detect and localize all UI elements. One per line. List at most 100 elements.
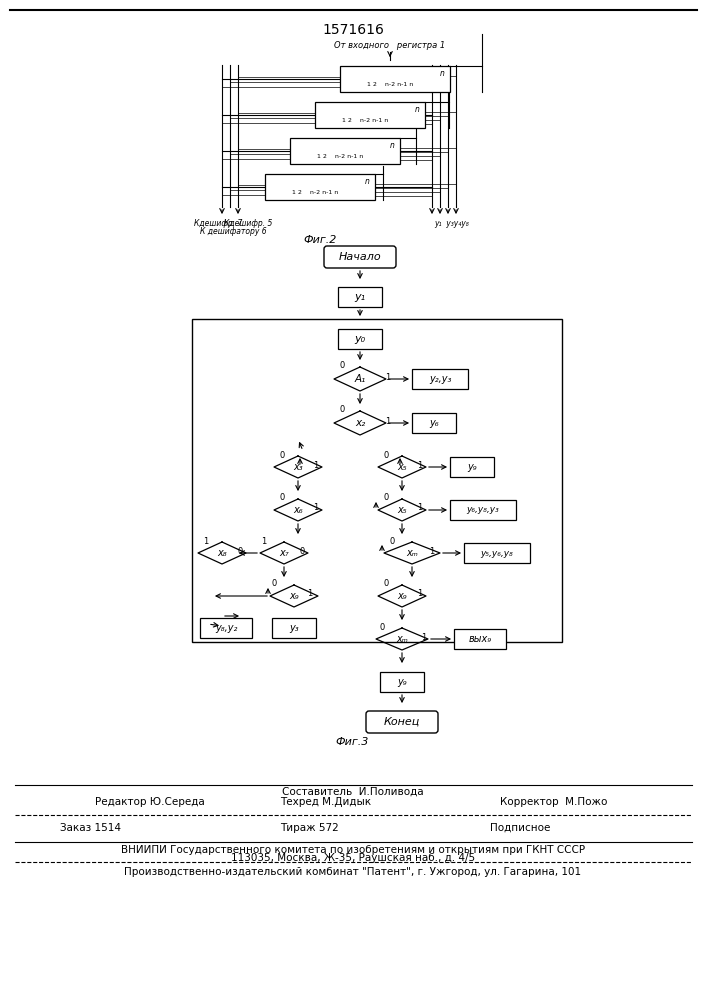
Text: 0: 0 — [339, 406, 344, 414]
Polygon shape — [274, 456, 322, 478]
Polygon shape — [334, 411, 386, 435]
Polygon shape — [384, 542, 440, 564]
Text: 1: 1 — [429, 546, 435, 556]
Bar — [265, 174, 375, 200]
Text: y₅,y₆,y₈: y₅,y₆,y₈ — [481, 548, 513, 558]
Text: 1571616: 1571616 — [322, 23, 384, 37]
Bar — [464, 543, 530, 563]
Text: y₂,y₃: y₂,y₃ — [429, 374, 451, 384]
Text: y₉: y₉ — [467, 462, 477, 472]
Text: 1 2    n-2 n-1 n: 1 2 n-2 n-1 n — [367, 82, 413, 87]
Text: 1 2    n-2 n-1 n: 1 2 n-2 n-1 n — [317, 153, 363, 158]
Polygon shape — [260, 542, 308, 564]
Text: 0: 0 — [279, 450, 285, 460]
Bar — [454, 629, 506, 649]
Text: 0: 0 — [299, 546, 305, 556]
Text: Фиг.3: Фиг.3 — [335, 737, 368, 747]
Polygon shape — [376, 628, 428, 650]
Polygon shape — [378, 456, 426, 478]
Text: y₉: y₉ — [397, 677, 407, 687]
Text: n: n — [390, 140, 395, 149]
Bar — [380, 672, 424, 692]
Text: 0: 0 — [390, 536, 395, 546]
Text: x₅: x₅ — [397, 462, 407, 472]
Text: x₇: x₇ — [279, 548, 289, 558]
Text: y₆: y₆ — [429, 418, 439, 428]
Text: y₁  y₃y₄y₈: y₁ y₃y₄y₈ — [435, 220, 469, 229]
Text: ВНИИПИ Государственного комитета по изобретениям и открытиям при ГКНТ СССР: ВНИИПИ Государственного комитета по изоб… — [121, 845, 585, 855]
Text: Кдешифр. 5: Кдешифр. 5 — [224, 220, 272, 229]
Text: 1: 1 — [417, 589, 423, 598]
Text: y₆,y₈,y₃: y₆,y₈,y₃ — [467, 506, 499, 514]
Text: Фиг.2: Фиг.2 — [303, 235, 337, 245]
Text: 0: 0 — [238, 546, 243, 556]
Text: xₘ: xₘ — [406, 548, 418, 558]
Text: 1: 1 — [313, 460, 319, 470]
Bar — [450, 457, 494, 477]
Text: 1 2    n-2 n-1 n: 1 2 n-2 n-1 n — [292, 190, 338, 194]
Text: 1: 1 — [417, 460, 423, 470]
Text: 1: 1 — [308, 589, 312, 598]
Text: y₃: y₃ — [289, 623, 299, 633]
Polygon shape — [378, 499, 426, 521]
Text: 1: 1 — [262, 536, 267, 546]
Text: Тираж 572: Тираж 572 — [280, 823, 339, 833]
Text: n: n — [414, 104, 419, 113]
Bar — [412, 413, 456, 433]
Bar — [450, 500, 516, 520]
Bar — [315, 102, 425, 128]
Text: Составитель  И.Поливода: Составитель И.Поливода — [282, 787, 423, 797]
Text: x₉: x₉ — [397, 591, 407, 601]
Text: К дешифатору 6: К дешифатору 6 — [199, 227, 267, 235]
Text: 0: 0 — [383, 493, 389, 502]
Bar — [338, 329, 382, 349]
Bar — [290, 138, 400, 164]
Text: Техред М.Дидык: Техред М.Дидык — [280, 797, 371, 807]
Text: n: n — [365, 176, 370, 186]
Text: Конец: Конец — [384, 717, 420, 727]
Text: Подписное: Подписное — [490, 823, 550, 833]
Text: x₉: x₉ — [289, 591, 299, 601]
Text: 0: 0 — [271, 580, 276, 588]
Text: вых₉: вых₉ — [469, 634, 491, 644]
Text: 1: 1 — [417, 504, 423, 512]
Text: y₈,y₂: y₈,y₂ — [215, 623, 237, 633]
Bar — [412, 369, 468, 389]
Text: x₆: x₆ — [293, 505, 303, 515]
Text: 0: 0 — [339, 361, 344, 370]
Text: Заказ 1514: Заказ 1514 — [60, 823, 121, 833]
Bar — [338, 287, 382, 307]
Bar — [192, 319, 562, 642]
Text: y₁: y₁ — [354, 292, 366, 302]
Text: Производственно-издательский комбинат "Патент", г. Ужгород, ул. Гагарина, 101: Производственно-издательский комбинат "П… — [124, 867, 582, 877]
Text: 1: 1 — [421, 633, 426, 642]
Polygon shape — [378, 585, 426, 607]
FancyBboxPatch shape — [366, 711, 438, 733]
Bar — [272, 618, 316, 638]
Text: От входного   регистра 1: От входного регистра 1 — [334, 40, 445, 49]
Text: 0: 0 — [279, 493, 285, 502]
Text: n: n — [440, 68, 445, 78]
Text: x₈: x₈ — [217, 548, 227, 558]
Text: x₂: x₂ — [355, 418, 365, 428]
Text: xₘ: xₘ — [396, 634, 408, 644]
Polygon shape — [270, 585, 318, 607]
Text: 113035, Москва, Ж-35, Раушская наб., д. 4/5: 113035, Москва, Ж-35, Раушская наб., д. … — [231, 853, 475, 863]
Text: Корректор  М.Пожо: Корректор М.Пожо — [500, 797, 607, 807]
Text: 1: 1 — [385, 372, 391, 381]
FancyBboxPatch shape — [324, 246, 396, 268]
Polygon shape — [274, 499, 322, 521]
Text: Редактор Ю.Середа: Редактор Ю.Середа — [95, 797, 205, 807]
Text: 1 2    n-2 n-1 n: 1 2 n-2 n-1 n — [342, 117, 388, 122]
Bar — [200, 618, 252, 638]
Text: x₃: x₃ — [293, 462, 303, 472]
Text: Начало: Начало — [339, 252, 381, 262]
Text: 1: 1 — [204, 536, 209, 546]
Polygon shape — [334, 367, 386, 391]
Text: Кдешифр. 7: Кдешифр. 7 — [194, 220, 243, 229]
Text: A₁: A₁ — [354, 374, 366, 384]
Text: 0: 0 — [383, 450, 389, 460]
Text: x₅: x₅ — [397, 505, 407, 515]
Text: 0: 0 — [380, 622, 385, 632]
Text: 1: 1 — [385, 416, 391, 426]
